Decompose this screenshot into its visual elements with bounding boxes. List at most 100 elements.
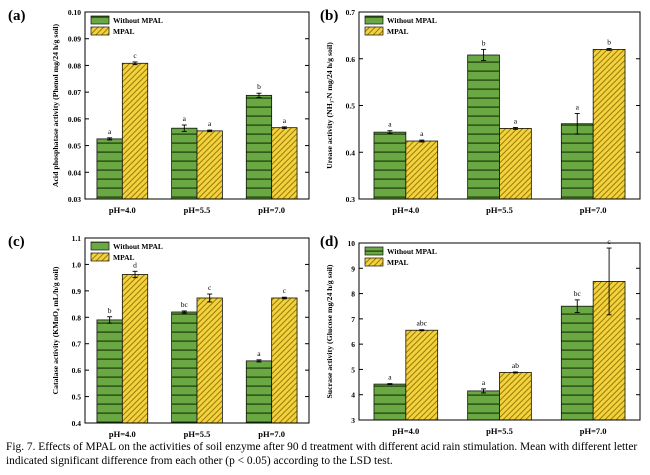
significance-letter: a [420,129,424,138]
legend-label: Without MPAL [387,16,437,25]
significance-letter: a [514,116,518,125]
y-tick-label: 0.4 [346,148,356,157]
x-tick-label: pH=4.0 [109,429,136,439]
significance-letter: a [482,378,486,387]
legend-swatch-mpal [364,257,384,267]
x-tick-label: pH=7.0 [258,205,285,215]
chart-panel-3: (d) 3 4 5 6 7 8 9 10 Sucrase activity (Glucose mg… [320,234,641,436]
legend-label: Without MPAL [387,247,437,256]
y-tick-label: 8 [351,290,355,299]
significance-letter: b [108,306,112,315]
y-tick-label: 0.04 [68,168,81,177]
x-tick-label: pH=4.0 [109,205,136,215]
y-tick-label: 0.08 [68,61,81,70]
legend-label: MPAL [387,27,409,36]
bar-mpal [196,130,223,200]
bar-without-mpal [171,311,198,424]
plot-frame [358,11,641,200]
significance-letter: a [388,120,392,129]
bar-mpal [499,372,532,421]
bar-mpal [196,297,223,424]
bar-mpal [405,329,439,421]
x-tick-label: pH=5.5 [486,426,513,436]
significance-letter: a [108,127,112,136]
bar-mpal [271,297,298,424]
legend-swatch-without-mpal [90,15,110,25]
legend-swatch-without-mpal [364,246,384,256]
x-tick-label: pH=7.0 [580,205,607,215]
y-tick-label: 1.0 [72,260,82,269]
significance-letter: c [283,286,287,295]
x-tick-label: pH=7.0 [580,426,607,436]
bar-without-mpal [96,138,123,200]
y-axis-label: Sucrase activity (Glucose mg/24 h/g soil… [325,264,334,398]
y-tick-label: 0.09 [68,35,81,44]
legend-swatch-mpal [364,26,384,36]
bar-mpal [405,140,439,200]
x-tick-label: pH=5.5 [184,429,211,439]
plot-frame [84,11,310,200]
y-tick-label: 0.03 [68,195,81,204]
y-tick-label: 0.7 [346,8,356,17]
y-tick-label: 0.7 [72,340,82,349]
significance-letter: a [283,116,287,125]
bar-without-mpal [467,54,500,200]
figure-caption: Fig. 7. Effects of MPAL on the activitie… [6,441,638,467]
significance-letter: d [133,260,137,269]
bar-without-mpal [373,131,407,200]
x-tick-label: pH=7.0 [258,429,285,439]
legend-swatch-without-mpal [90,241,110,251]
plot-frame [358,242,641,421]
y-tick-label: 4 [351,391,355,400]
y-axis-label: Acid phosphatase activity (Phenol mg/24 … [51,23,60,187]
significance-letter: a [576,102,580,111]
legend-swatch-without-mpal [364,15,384,25]
bar-without-mpal [373,383,407,421]
legend-label: MPAL [113,27,135,36]
significance-letter: ab [512,361,519,370]
y-tick-label: 3 [351,416,355,425]
y-tick-label: 0.07 [68,88,81,97]
panel-label: (b) [320,8,338,24]
significance-letter: a [208,119,212,128]
significance-letter: c [208,283,212,292]
x-tick-label: pH=4.0 [392,205,419,215]
bar-mpal [121,274,149,424]
bar-without-mpal [560,305,594,421]
x-tick-label: pH=4.0 [392,426,419,436]
y-tick-label: 10 [348,239,356,248]
significance-letter: c [607,237,611,246]
panel-label: (a) [8,8,26,24]
chart-panel-0: (a) 0.03 0.04 0.05 0.06 0.07 0.08 0.09 0.10 Acid … [8,8,310,215]
significance-letter: bc [181,300,189,309]
y-tick-label: 0.4 [72,419,82,428]
x-tick-label: pH=5.5 [486,205,513,215]
y-tick-label: 0.05 [68,142,81,151]
y-axis-label: Urease activity (NH₃-N mg/24 h/g soil) [325,42,334,169]
y-tick-label: 0.5 [72,393,82,402]
chart-panel-2: (c) 0.4 0.5 0.6 0.7 0.8 0.9 1.0 1.1 Catalase acti… [8,234,310,439]
y-tick-label: 0.9 [72,287,82,296]
panel-label: (d) [320,234,338,250]
y-tick-label: 7 [351,315,355,324]
y-tick-label: 0.6 [346,55,356,64]
y-tick-label: 0.06 [68,115,81,124]
y-tick-label: 6 [351,340,355,349]
chart-panel-1: (b) 0.3 0.4 0.5 0.6 0.7 Urease activity (NH₃-N… [320,8,641,215]
y-tick-label: 0.8 [72,313,82,322]
bar-without-mpal [245,94,273,200]
panel-label: (c) [8,234,25,250]
y-tick-label: 5 [351,365,355,374]
bar-without-mpal [171,127,198,200]
legend-label: Without MPAL [113,16,163,25]
significance-letter: b [482,38,486,47]
bar-without-mpal [467,390,500,421]
y-tick-label: 0.5 [346,102,356,111]
significance-letter: a [257,349,261,358]
bar-mpal [592,49,626,200]
significance-letter: b [607,37,611,46]
legend-swatch-mpal [90,26,110,36]
bar-without-mpal [245,360,273,424]
bar-without-mpal [96,319,123,424]
